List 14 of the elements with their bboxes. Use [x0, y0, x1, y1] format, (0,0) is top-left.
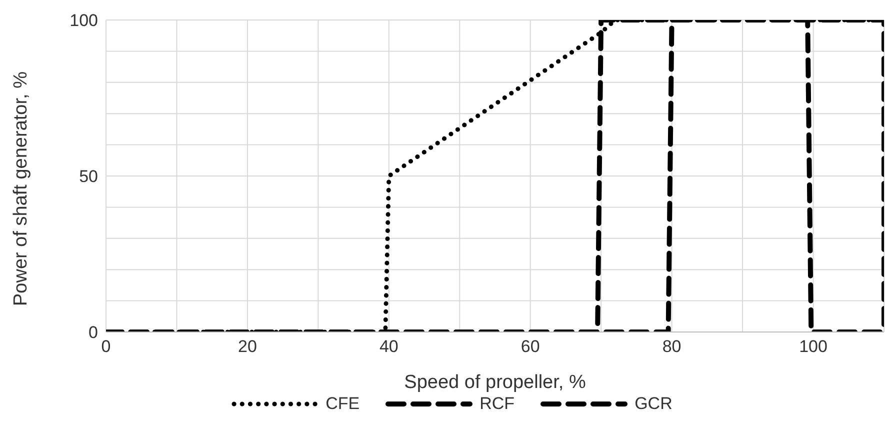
legend-label: CFE — [326, 394, 360, 414]
y-tick-label: 50 — [79, 167, 98, 186]
x-axis-title: Speed of propeller, % — [404, 372, 586, 393]
legend-label: GCR — [634, 394, 672, 414]
y-tick-label: 0 — [88, 323, 98, 342]
x-tick-label: 0 — [101, 337, 111, 356]
x-tick-label: 80 — [662, 337, 682, 356]
legend-label: RCF — [480, 394, 515, 414]
y-axis-title: Power of shaft generator, % — [10, 71, 32, 306]
y-tick-label: 100 — [70, 11, 98, 30]
x-tick-label: 20 — [238, 337, 257, 356]
x-tick-label: 60 — [520, 337, 540, 356]
x-tick-label: 40 — [379, 337, 398, 356]
x-tick-label: 100 — [799, 337, 828, 356]
